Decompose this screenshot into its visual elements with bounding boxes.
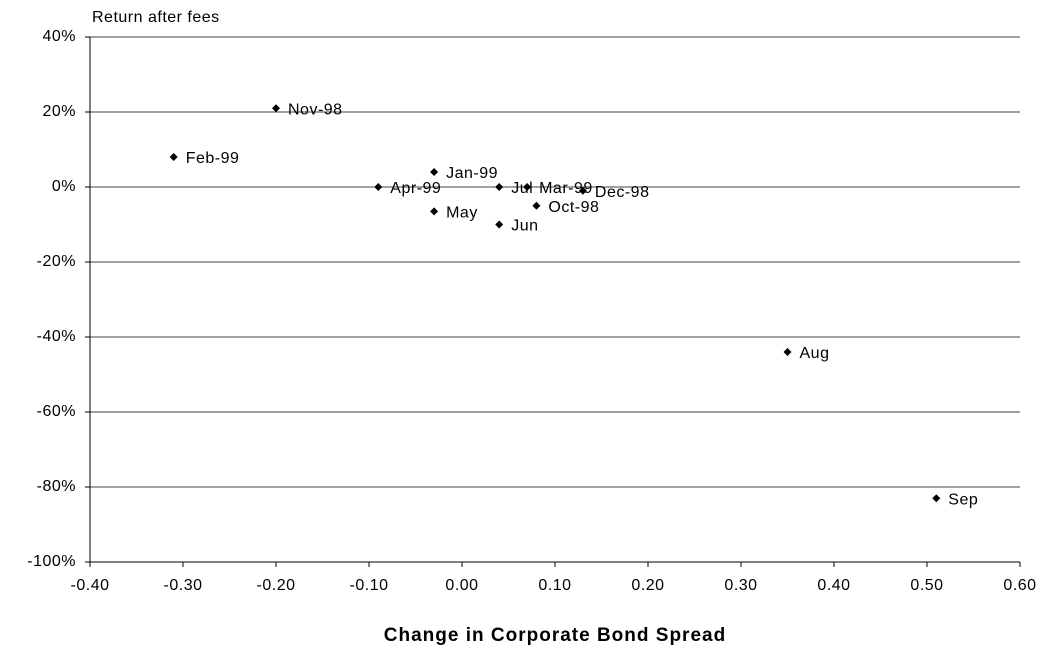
- point-label: Nov-98: [288, 101, 343, 118]
- point-label: Aug: [800, 345, 830, 362]
- x-tick-label: 0.40: [817, 577, 850, 594]
- point: [578, 186, 587, 195]
- point-label: Apr-99: [390, 180, 441, 197]
- y-tick-label: -20%: [37, 253, 76, 270]
- point-label: Jun: [511, 218, 538, 235]
- point-label: May: [446, 205, 478, 222]
- x-tick-label: 0.20: [631, 577, 664, 594]
- x-tick-label: -0.10: [350, 577, 389, 594]
- point: [783, 348, 792, 356]
- point-label: Jul: [511, 180, 533, 197]
- point-label: Sep: [948, 491, 978, 508]
- x-tick-label: -0.40: [71, 577, 110, 594]
- point-label: Jan-99: [446, 165, 498, 182]
- point-label: Dec-98: [595, 184, 650, 201]
- y-tick-label: 40%: [42, 28, 76, 45]
- point: [272, 104, 280, 113]
- point: [532, 201, 541, 210]
- point: [523, 183, 532, 191]
- point: [932, 494, 941, 503]
- y-tick-label: 0%: [52, 178, 76, 195]
- x-tick-label: 0.10: [538, 577, 571, 594]
- y-tick-label: -80%: [37, 478, 76, 495]
- y-tick-label: -40%: [37, 328, 76, 345]
- point: [374, 183, 383, 191]
- y-axis-title: Return after fees: [92, 9, 220, 26]
- y-tick-label: -100%: [27, 553, 76, 570]
- point-label: Oct-98: [548, 199, 599, 216]
- point-label: Mar-99: [539, 180, 593, 197]
- y-tick-label: 20%: [42, 103, 76, 120]
- x-tick-label: 0.30: [724, 577, 757, 594]
- x-tick-label: 0.00: [445, 577, 478, 594]
- point: [495, 183, 504, 191]
- point: [430, 207, 439, 216]
- x-tick-label: -0.30: [164, 577, 203, 594]
- y-tick-label: -60%: [37, 403, 76, 420]
- point: [169, 153, 178, 161]
- point: [430, 168, 439, 176]
- x-tick-label: -0.20: [257, 577, 296, 594]
- x-tick-label: 0.50: [910, 577, 943, 594]
- point: [495, 220, 504, 229]
- x-tick-label: 0.60: [1003, 577, 1036, 594]
- point-label: Feb-99: [186, 150, 240, 167]
- x-axis-title: Change in Corporate Bond Spread: [384, 625, 726, 646]
